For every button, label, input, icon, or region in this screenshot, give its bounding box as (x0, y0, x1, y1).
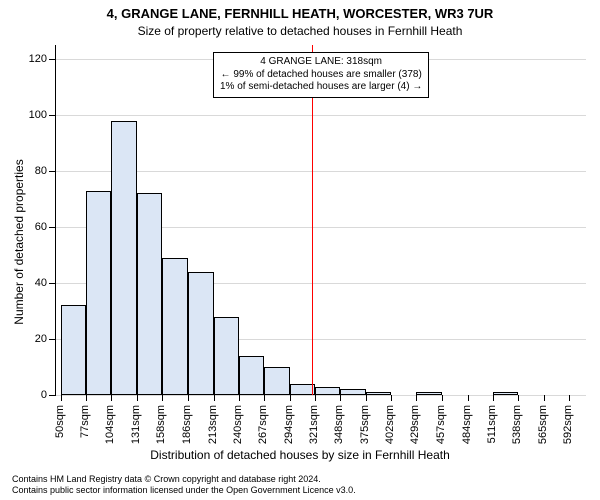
y-tick (49, 395, 55, 396)
histogram-bar (86, 191, 111, 395)
x-axis-label: Distribution of detached houses by size … (0, 448, 600, 462)
x-tick-label: 131sqm (130, 405, 142, 444)
y-tick-label: 100 (21, 109, 47, 121)
histogram-bar (111, 121, 136, 395)
y-tick-label: 120 (21, 53, 47, 65)
plot-area: 4 GRANGE LANE: 318sqm← 99% of detached h… (55, 45, 586, 396)
x-tick-label: 511sqm (486, 405, 498, 443)
x-tick-label: 186sqm (181, 405, 193, 444)
x-tick (290, 395, 291, 401)
x-tick-label: 429sqm (409, 405, 421, 444)
x-tick (518, 395, 519, 401)
x-tick-label: 321sqm (308, 405, 320, 444)
callout-title: 4 GRANGE LANE: 318sqm (220, 56, 422, 69)
x-tick (162, 395, 163, 401)
chart-title-main: 4, GRANGE LANE, FERNHILL HEATH, WORCESTE… (0, 6, 600, 21)
y-tick-label: 60 (21, 221, 47, 233)
y-gridline (56, 395, 586, 396)
x-tick-label: 484sqm (461, 405, 473, 444)
callout-box: 4 GRANGE LANE: 318sqm← 99% of detached h… (213, 52, 429, 98)
chart-title-sub: Size of property relative to detached ho… (0, 24, 600, 38)
callout-line-1: ← 99% of detached houses are smaller (37… (220, 69, 422, 82)
x-tick (86, 395, 87, 401)
y-gridline (56, 115, 586, 116)
y-tick (49, 115, 55, 116)
x-tick-label: 402sqm (384, 405, 396, 444)
x-tick (544, 395, 545, 401)
x-tick (111, 395, 112, 401)
y-tick (49, 227, 55, 228)
y-tick-label: 0 (21, 389, 47, 401)
y-tick (49, 283, 55, 284)
histogram-bar (340, 389, 365, 395)
x-tick-label: 457sqm (435, 405, 447, 444)
x-tick (569, 395, 570, 401)
x-tick (442, 395, 443, 401)
footer-line-1: Contains HM Land Registry data © Crown c… (12, 474, 356, 485)
y-tick (49, 171, 55, 172)
x-tick (137, 395, 138, 401)
histogram-bar (137, 193, 162, 395)
x-tick (264, 395, 265, 401)
x-tick (391, 395, 392, 401)
x-tick (340, 395, 341, 401)
x-tick-label: 565sqm (537, 405, 549, 444)
callout-line-2: 1% of semi-detached houses are larger (4… (220, 81, 422, 94)
x-tick (416, 395, 417, 401)
x-tick-label: 158sqm (155, 405, 167, 444)
x-tick-label: 267sqm (257, 405, 269, 444)
x-tick (468, 395, 469, 401)
x-tick-label: 375sqm (359, 405, 371, 444)
x-tick-label: 592sqm (562, 405, 574, 444)
histogram-bar (416, 392, 442, 395)
y-tick-label: 80 (21, 165, 47, 177)
y-tick-label: 40 (21, 277, 47, 289)
x-tick-label: 240sqm (232, 405, 244, 444)
histogram-bar (264, 367, 289, 395)
y-tick-label: 20 (21, 333, 47, 345)
histogram-bar (162, 258, 188, 395)
histogram-bar (214, 317, 239, 395)
histogram-bar (315, 387, 340, 395)
x-tick-label: 77sqm (79, 405, 91, 438)
histogram-bar (493, 392, 518, 395)
x-tick-label: 538sqm (511, 405, 523, 444)
x-tick-label: 104sqm (104, 405, 116, 444)
y-axis-label: Number of detached properties (12, 159, 26, 324)
x-tick (61, 395, 62, 401)
x-tick-label: 213sqm (207, 405, 219, 444)
footer: Contains HM Land Registry data © Crown c… (12, 474, 356, 496)
histogram-bar (290, 384, 315, 395)
x-tick (239, 395, 240, 401)
chart-container: 4, GRANGE LANE, FERNHILL HEATH, WORCESTE… (0, 0, 600, 500)
x-tick-label: 50sqm (54, 405, 66, 438)
x-tick-label: 294sqm (283, 405, 295, 444)
y-tick (49, 339, 55, 340)
x-tick (366, 395, 367, 401)
histogram-bar (61, 305, 86, 395)
x-tick (493, 395, 494, 401)
x-tick-label: 348sqm (333, 405, 345, 444)
histogram-bar (366, 392, 391, 395)
y-tick (49, 59, 55, 60)
histogram-bar (188, 272, 213, 395)
x-tick (214, 395, 215, 401)
histogram-bar (239, 356, 264, 395)
x-tick (188, 395, 189, 401)
footer-line-2: Contains public sector information licen… (12, 485, 356, 496)
x-tick (315, 395, 316, 401)
highlight-marker-line (312, 45, 313, 395)
